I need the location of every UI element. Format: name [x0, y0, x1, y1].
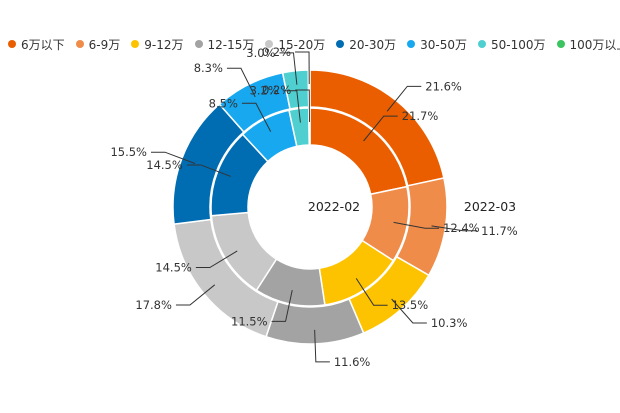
inner-leader-line-over-100w [295, 89, 310, 123]
outer-data-label-20-30w: 15.5% [110, 145, 147, 159]
outer-data-label-50-100w: 3.0% [246, 46, 275, 60]
inner-data-label-under-6w: 21.7% [402, 109, 439, 123]
legend-item-30-50w[interactable]: 30-50万 [407, 36, 467, 53]
legend-item-20-30w[interactable]: 20-30万 [336, 36, 396, 53]
legend-label: 12-15万 [207, 37, 255, 52]
inner-data-label-6-9w: 12.4% [443, 221, 480, 235]
legend-label: 9-12万 [144, 37, 184, 52]
inner-data-label-15-20w: 14.5% [155, 261, 192, 275]
legend-label: 100万以上 [569, 37, 620, 52]
inner-leader-line-9-12w [355, 278, 388, 306]
inner-leader-line-6-9w [393, 221, 440, 229]
outer-ring-title: 2022-03 [464, 199, 516, 214]
outer-leader-line-50-100w [279, 52, 298, 85]
legend-swatch [478, 40, 486, 48]
legend-item-9-12w[interactable]: 9-12万 [131, 36, 184, 53]
data-labels: 21.7%12.4%13.5%11.5%14.5%14.5%8.5%3.2%0.… [110, 45, 517, 369]
outer-data-label-under-6w: 21.6% [425, 79, 462, 93]
outer-data-label-12-15w: 11.6% [334, 355, 371, 369]
inner-data-label-50-100w: 3.2% [250, 84, 279, 98]
inner-leader-line-15-20w [195, 250, 238, 269]
inner-leader-line-30-50w [241, 102, 272, 132]
inner-leader-line-50-100w [282, 90, 301, 123]
outer-leader-line-9-12w [391, 298, 427, 324]
legend-swatch [131, 40, 140, 48]
outer-leader-line-20-30w [151, 151, 196, 164]
inner-ring-title: 2022-02 [308, 199, 360, 214]
inner-data-label-over-100w: 0.2% [262, 83, 291, 97]
outer-leader-line-6-9w [431, 225, 478, 232]
outer-leader-line-over-100w [295, 51, 310, 85]
legend-swatch [407, 40, 416, 48]
legend-swatch [8, 40, 16, 48]
inner-data-label-30-50w: 8.5% [209, 96, 238, 110]
legend-item-12-15w[interactable]: 12-15万 [194, 36, 255, 53]
outer-leader-line-15-20w [175, 284, 216, 306]
inner-leader-line-under-6w [363, 115, 398, 142]
outer-data-label-6-9w: 11.7% [481, 224, 518, 238]
legend-label: 6-9万 [88, 37, 121, 52]
legend-item-6-9w[interactable]: 6-9万 [75, 36, 121, 53]
chart-legend: 6万以下 6-9万 9-12万 12-15万 15-20万 20-30万 30-… [8, 36, 620, 52]
outer-leader-line-under-6w [386, 85, 422, 112]
outer-data-label-over-100w: 0.2% [262, 45, 291, 59]
legend-swatch [265, 40, 274, 48]
donut-rings [172, 69, 448, 345]
inner-data-label-20-30w: 14.5% [146, 158, 183, 172]
legend-swatch [194, 40, 203, 48]
inner-leader-line-12-15w [271, 290, 293, 322]
legend-label: 6万以下 [21, 37, 65, 52]
legend-item-under-6w[interactable]: 6万以下 [8, 36, 65, 53]
outer-leader-line-12-15w [314, 329, 330, 363]
legend-item-over-100w[interactable]: 100万以上 [556, 36, 620, 53]
outer-data-label-30-50w: 8.3% [194, 61, 223, 75]
legend-label: 15-20万 [278, 37, 326, 52]
legend-swatch [336, 40, 345, 48]
outer-leader-line-30-50w [226, 67, 256, 98]
legend-label: 30-50万 [420, 37, 467, 52]
legend-swatch [75, 40, 84, 48]
outer-data-label-15-20w: 17.8% [135, 298, 172, 312]
legend-item-50-100w[interactable]: 50-100万 [478, 36, 546, 53]
legend-label: 20-30万 [349, 37, 397, 52]
legend-item-15-20w[interactable]: 15-20万 [265, 36, 325, 53]
inner-leader-line-20-30w [186, 164, 231, 177]
legend-swatch [556, 40, 565, 48]
inner-data-label-12-15w: 11.5% [231, 314, 268, 328]
outer-data-label-9-12w: 10.3% [431, 316, 468, 330]
legend-label: 50-100万 [491, 37, 546, 52]
